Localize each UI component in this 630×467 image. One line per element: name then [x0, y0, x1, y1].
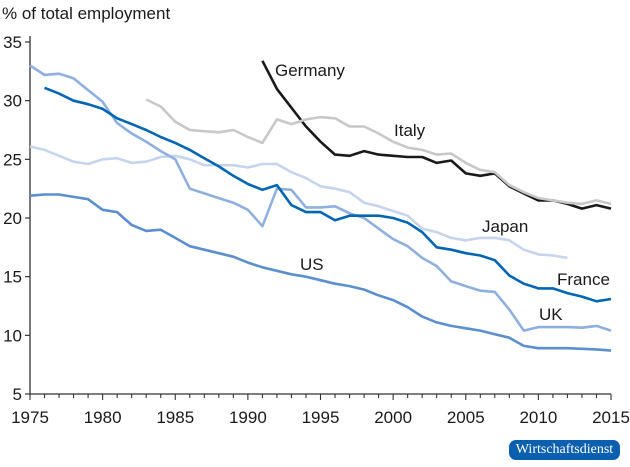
series-line-germany [261, 60, 612, 210]
y-tick-label: 25 [3, 150, 22, 169]
series-label-germany: Germany [275, 61, 345, 80]
y-tick-label: 15 [3, 268, 22, 287]
x-tick-label: 1985 [156, 408, 194, 427]
x-tick-label: 2005 [447, 408, 485, 427]
x-tick-label: 2010 [519, 408, 557, 427]
x-tick-label: 2000 [374, 408, 412, 427]
series-line-uk [29, 64, 612, 332]
series-label-uk: UK [539, 305, 563, 324]
series-label-us: US [300, 255, 324, 274]
x-tick-label: 1990 [229, 408, 267, 427]
series-line-italy [145, 98, 612, 206]
y-axis-label: % of total employment [2, 4, 170, 23]
series-label-italy: Italy [394, 121, 426, 140]
series-line-france [44, 86, 612, 303]
series-label-japan: Japan [482, 217, 528, 236]
series-line-japan [29, 145, 568, 260]
series-line-us [29, 193, 612, 352]
y-tick-label: 30 [3, 92, 22, 111]
publisher-badge: Wirtschaftsdienst [509, 440, 620, 460]
series-label-france: France [557, 270, 610, 289]
y-tick-label: 5 [13, 385, 22, 404]
y-tick-label: 35 [3, 33, 22, 52]
y-tick-label: 10 [3, 326, 22, 345]
x-tick-label: 1995 [302, 408, 340, 427]
x-tick-label: 2015 [592, 408, 630, 427]
x-tick-label: 1975 [11, 408, 49, 427]
y-tick-label: 20 [3, 209, 22, 228]
x-tick-label: 1980 [84, 408, 122, 427]
